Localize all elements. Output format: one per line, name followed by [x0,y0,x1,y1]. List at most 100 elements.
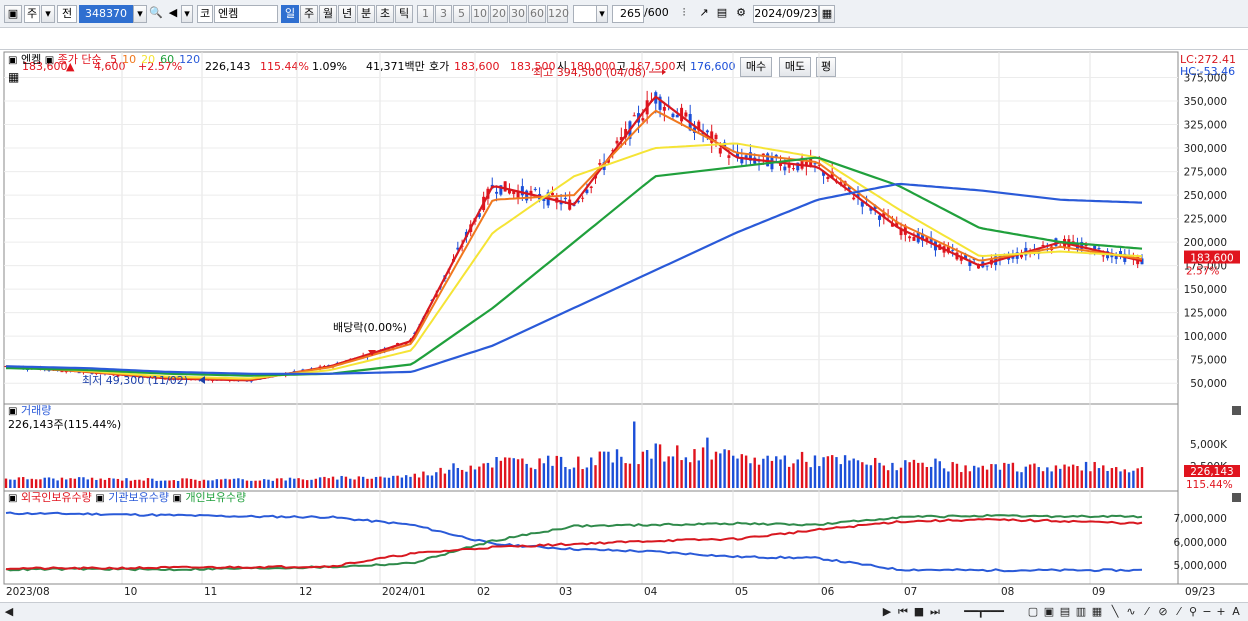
interval-button[interactable]: 3 [435,5,452,23]
price-chart-svg[interactable]: 375,000 350,000 325,000 300,000 275,000 250,0… [0,50,1248,603]
panel-expand-icon[interactable]: ▣ [95,493,105,504]
period-button[interactable]: 일 [281,5,299,23]
period-button[interactable]: 분 [357,5,375,23]
current-price: 183,600 [22,60,68,73]
market-dropdown-icon[interactable]: ▾ [41,5,55,23]
volume-bar [555,455,558,488]
volume-bar [1084,461,1088,488]
zoom-slider[interactable]: ━━┳━━━ [964,605,1004,618]
search-icon[interactable]: 🔍 [149,6,163,19]
candle-type-icon[interactable]: ⫶ [682,6,686,19]
candle-body [705,130,709,133]
scroll-left-icon[interactable]: ◀ [4,605,14,618]
bottom-scrollbar[interactable]: ◀ ▶ ⏮ ■ ⏭ ━━┳━━━ ▢ ▣ ▤ ▥ ▦ ╲ ∿ ⁄ ⊘ ⁄ ⚲ −… [0,602,1248,621]
panel-expand-icon[interactable]: ▣ [172,493,182,504]
volume-bar [176,480,180,488]
text-tool-icon[interactable]: A [1232,605,1240,618]
panel-expand-icon[interactable]: ▣ [44,55,55,66]
dividend-marker [368,350,376,356]
rewind-icon[interactable]: ⏮ [898,605,908,618]
interval-dropdown-icon[interactable]: ▾ [596,5,608,23]
volume-bar [448,469,451,488]
panel-expand-icon[interactable]: ▣ [8,55,18,66]
high-price: 187,500 [630,60,676,73]
settings-gear-icon[interactable]: ⚙ [736,6,746,19]
stock-code-input[interactable]: 348370 [79,5,133,23]
period-button[interactable]: 주 [300,5,318,23]
volume-bar [684,457,688,488]
volume-bar [1041,471,1045,488]
sell-button[interactable]: 매도 [779,57,811,77]
volume-bar [47,477,51,488]
x-axis-label: 2024/01 [382,586,426,598]
y-tick-label: 225,000 [1184,214,1227,226]
candle-body [783,166,787,171]
candle-body [856,194,860,198]
volume-bar [275,478,279,488]
view-icon[interactable]: ▢ [1027,605,1039,618]
buy-button[interactable]: 매수 [740,57,772,77]
volume-bar [1037,467,1040,488]
period-button[interactable]: 초 [376,5,394,23]
volume-bar [590,457,593,488]
scroll-right-icon[interactable]: ▶ [882,605,892,618]
volume-bar [559,456,563,488]
grid-table-icon[interactable]: ▦ [8,70,20,84]
window-menu-icon[interactable]: ▣ [4,5,22,23]
draw-line-icon[interactable]: ∿ [1126,605,1136,618]
panel-expand-icon[interactable]: ▣ [8,406,18,417]
draw-tool-icon[interactable]: ↗ [699,6,709,19]
view-icon[interactable]: ▦ [1091,605,1103,618]
candle-body [60,371,64,373]
avg-button[interactable]: 평 [816,57,836,77]
candle-body [581,197,585,199]
price-change: 4,600 [94,60,126,73]
draw-line-icon[interactable]: ⁄ [1146,605,1148,618]
interval-button[interactable]: 120 [547,5,569,23]
interval-button[interactable]: 1 [417,5,434,23]
save-icon[interactable]: ▤ [716,6,728,19]
speaker-icon[interactable]: ◀ [168,6,178,19]
candle-body [611,150,615,152]
interval-button[interactable]: 20 [490,5,508,23]
date-input[interactable]: 2024/09/23 [753,5,819,23]
stop-icon[interactable]: ■ [913,605,925,618]
count-input[interactable]: 265 [612,5,644,23]
zoom-in-icon[interactable]: + [1216,605,1226,618]
period-button[interactable]: 틱 [395,5,413,23]
period-button[interactable]: 월 [319,5,337,23]
volume-title: 거래량 [20,404,52,417]
view-icon[interactable]: ▣ [1043,605,1055,618]
volume-bar [895,470,898,488]
draw-line-icon[interactable]: ⁄ [1178,605,1180,618]
candle-body [1101,255,1105,257]
candle-body [847,186,851,190]
fast-forward-icon[interactable]: ⏭ [930,605,940,618]
interval-button[interactable]: 10 [471,5,489,23]
calendar-icon[interactable]: ▦ [819,5,835,23]
draw-line-icon[interactable]: ╲ [1111,605,1119,618]
volume-bar [1114,467,1118,488]
view-icon[interactable]: ▤ [1059,605,1071,618]
panel-expand-icon[interactable]: ▣ [8,493,18,504]
candle-body [503,181,507,192]
stock-name-field[interactable]: 엔켐 [214,5,278,23]
volume-bar [818,466,821,488]
zoom-search-icon[interactable]: ⚲ [1188,605,1198,618]
speaker-dropdown-icon[interactable]: ▾ [181,5,193,23]
view-icon[interactable]: ▥ [1075,605,1087,618]
candle-body [675,114,679,118]
zoom-out-icon[interactable]: − [1202,605,1212,618]
measure-icon[interactable]: ⊘ [1158,605,1168,618]
interval-button[interactable]: 30 [509,5,527,23]
volume-bar [929,466,933,488]
price-panel-header: ▣ 엔켐 ▣ 종가 단순 5 10 20 60 120 [8,53,200,67]
period-button[interactable]: 년 [338,5,356,23]
candle-body [456,247,460,250]
candle-body [925,237,929,241]
code-dropdown-icon[interactable]: ▾ [133,5,147,23]
chart-area[interactable]: 375,000 350,000 325,000 300,000 275,000 250,0… [0,50,1248,603]
interval-button[interactable]: 5 [453,5,470,23]
interval-button[interactable]: 60 [528,5,546,23]
